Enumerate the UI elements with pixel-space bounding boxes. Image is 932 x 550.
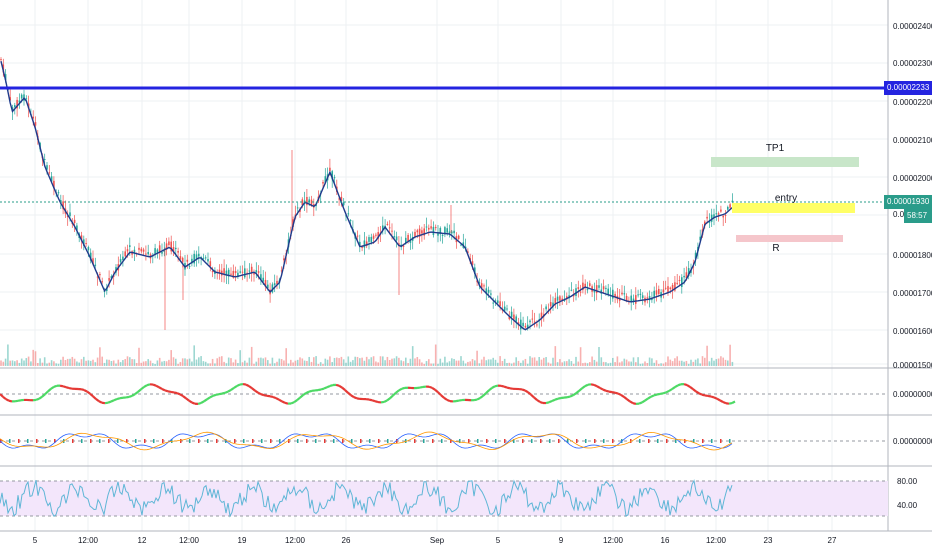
tp1-label: TP1: [766, 143, 785, 154]
price-tick: 0.00002100: [893, 136, 932, 145]
time-tick: 5: [496, 536, 501, 545]
entry-label: entry: [775, 193, 797, 204]
time-tick: 16: [661, 536, 670, 545]
risk-label: R: [772, 243, 779, 254]
time-tick: 23: [764, 536, 773, 545]
rsi-tick: 40.00: [897, 501, 918, 510]
time-tick: 12:00: [706, 536, 727, 545]
time-tick: 19: [238, 536, 247, 545]
time-tick: 12: [138, 536, 147, 545]
price-tick: 0.00002300: [893, 59, 932, 68]
volume-bars: [0, 344, 734, 366]
time-tick: 9: [559, 536, 564, 545]
candlesticks: [0, 57, 734, 335]
price-tick: 0.00001600: [893, 327, 932, 336]
time-tick: 12:00: [78, 536, 99, 545]
price-tick: 0.00001800: [893, 251, 932, 260]
time-tick: 27: [828, 536, 837, 545]
time-tick: 12:00: [603, 536, 624, 545]
time-tick: 12:00: [179, 536, 200, 545]
price-tick: 0.00002400: [893, 22, 932, 31]
entry-zone[interactable]: [732, 203, 855, 213]
time-tick: 12:00: [285, 536, 306, 545]
last-price-badge: 0.00001930: [884, 195, 932, 209]
price-tick: 0.00002200: [893, 98, 932, 107]
price-tick: 0.00001500: [893, 361, 932, 370]
time-axis[interactable]: 5 12:00 12 12:00 19 12:00 26 Sep 5 9 12:…: [33, 536, 837, 545]
level-price-badge: 0.00002233: [884, 81, 932, 95]
price-tick: 0.00001700: [893, 289, 932, 298]
grid-lines: [0, 0, 888, 531]
time-tick: 26: [342, 536, 351, 545]
time-tick: Sep: [430, 536, 445, 545]
indicator-2-lines: [0, 431, 733, 451]
risk-zone[interactable]: [736, 235, 843, 242]
time-tick: 5: [33, 536, 38, 545]
rsi-tick: 80.00: [897, 477, 918, 486]
rsi-line: [0, 479, 733, 518]
tp1-zone[interactable]: [711, 157, 859, 167]
price-axis[interactable]: 0.00002400 0.00002300 0.00002200 0.00002…: [893, 22, 932, 510]
moving-average-line: [0, 61, 733, 331]
ind1-axis-value: 0.00000000: [893, 390, 932, 399]
price-tick: 0.00002000: [893, 174, 932, 183]
ind2-axis-value: 0.00000000: [893, 437, 932, 446]
indicator-1-lines: [0, 382, 736, 406]
bar-countdown-badge: 58:57: [904, 209, 932, 223]
